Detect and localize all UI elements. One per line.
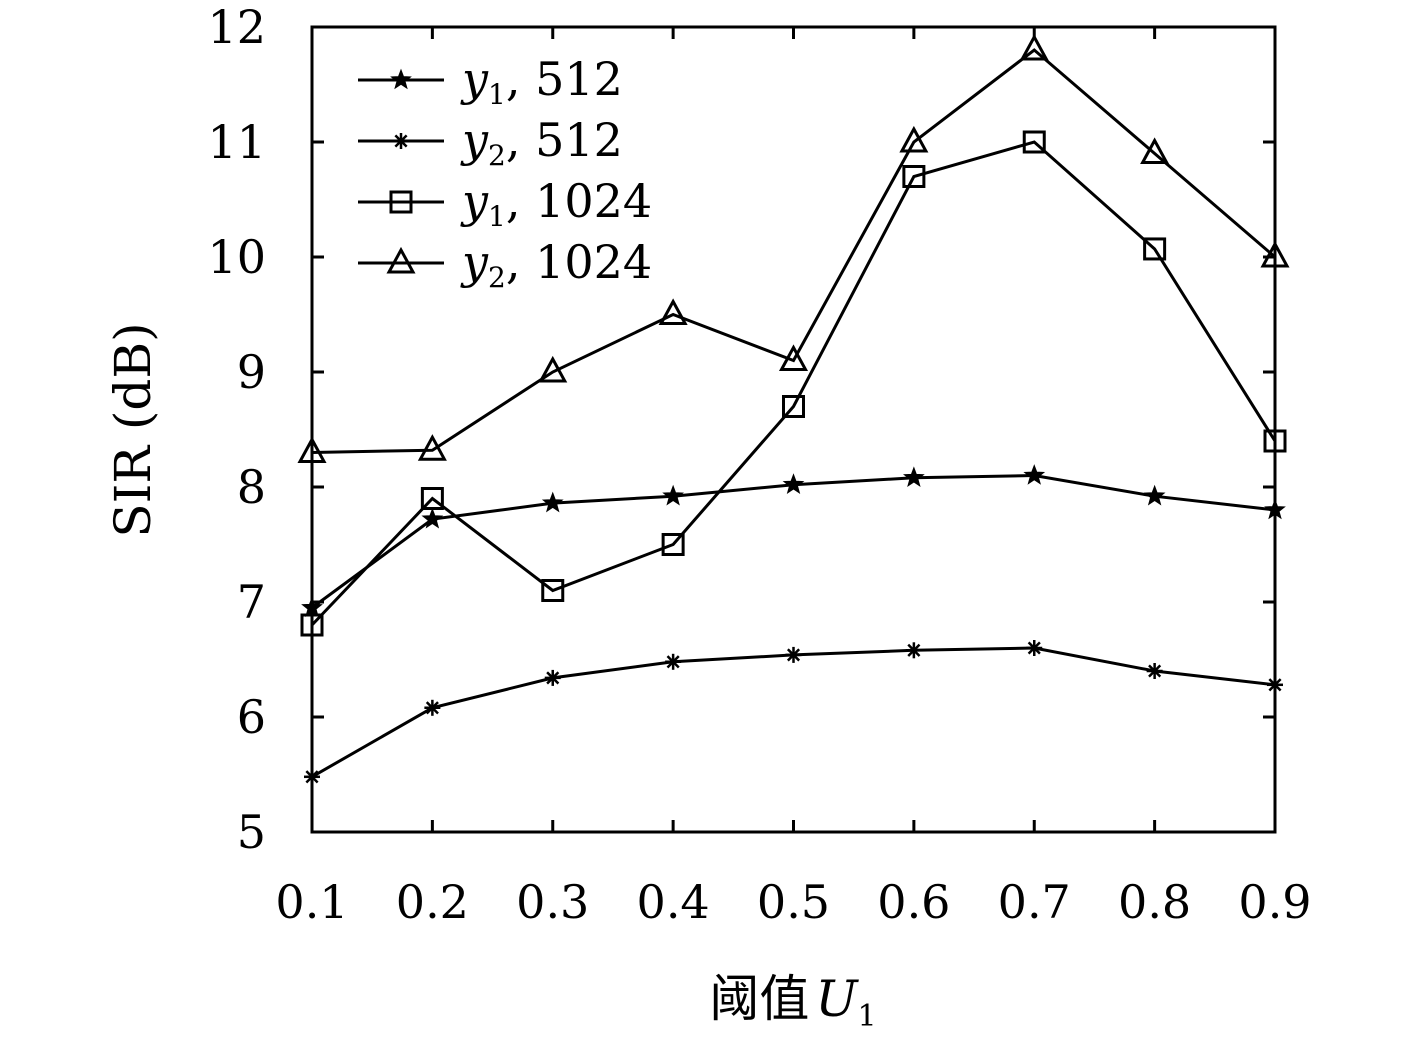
legend-entry: y2, 1024 <box>358 235 652 294</box>
x-tick-label: 0.6 <box>877 875 950 929</box>
data-point-square <box>1143 237 1167 261</box>
data-point-triangle <box>538 355 568 383</box>
y-tick-label: 11 <box>207 115 266 169</box>
plot-frame <box>310 25 1277 834</box>
y-tick-label: 12 <box>207 0 266 54</box>
data-point-star <box>1143 484 1166 506</box>
data-point-star <box>301 596 323 617</box>
legend-label: y1, 512 <box>460 52 623 111</box>
data-point-triangle <box>1019 33 1049 61</box>
data-point-triangle <box>417 434 447 461</box>
data-point-asterisk <box>304 768 320 785</box>
x-tick-label: 0.3 <box>516 875 589 929</box>
data-point-star <box>541 491 564 513</box>
data-point-square <box>1022 130 1046 154</box>
data-point-asterisk <box>785 646 802 663</box>
y-tick-label: 6 <box>237 690 266 744</box>
legend-entry: y1, 512 <box>358 52 623 111</box>
legend-entry: y2, 512 <box>358 113 623 172</box>
data-point-triangle <box>1260 240 1290 268</box>
data-point-square <box>902 165 926 188</box>
y-tick-label: 9 <box>237 345 266 399</box>
data-point-square <box>661 533 685 556</box>
x-axis-label-text: 阈值 <box>709 970 809 1028</box>
data-point-asterisk <box>544 669 561 686</box>
series-line <box>311 646 1276 779</box>
data-point-star <box>1023 464 1046 485</box>
data-point-square <box>389 190 413 214</box>
data-point-square <box>541 579 565 602</box>
x-axis-label: 阈值 U1 <box>709 970 876 1034</box>
data-point-star <box>662 484 684 506</box>
y-tick-label: 8 <box>237 460 266 514</box>
series-layer <box>297 33 1290 785</box>
data-point-triangle <box>297 436 327 463</box>
data-point-star <box>421 507 444 529</box>
y-axis-label: SIR (dB) <box>104 322 162 537</box>
x-tick-label: 0.1 <box>275 875 348 929</box>
legend-label: y1, 1024 <box>460 174 652 233</box>
axis-ticks: 0.1 0.2 0.3 0.4 0.5 0.6 0.7 0.8 0.9 5 6 7 8 9 10 11 12 <box>207 0 1311 929</box>
x-tick-label: 0.5 <box>757 875 830 929</box>
data-point-square <box>782 395 805 418</box>
data-point-asterisk <box>665 653 682 670</box>
x-axis-label-var: U <box>815 970 859 1028</box>
series-line <box>310 140 1277 627</box>
data-point-triangle <box>778 344 809 371</box>
x-tick-label: 0.8 <box>1118 875 1191 929</box>
x-axis-label-sub: 1 <box>858 999 877 1034</box>
y-tick-label: 10 <box>207 230 266 284</box>
data-point-star <box>782 473 805 494</box>
x-tick-label: 0.9 <box>1238 875 1311 929</box>
series-2 <box>300 130 1287 637</box>
legend-label: y2, 1024 <box>460 235 652 294</box>
data-point-star <box>903 466 925 488</box>
x-tick-label: 0.7 <box>998 875 1071 929</box>
series-line <box>311 48 1276 454</box>
data-point-asterisk <box>424 699 441 716</box>
series-0 <box>301 464 1286 617</box>
legend-entry: y1, 1024 <box>358 174 652 233</box>
data-point-square <box>1263 429 1287 453</box>
y-tick-label: 7 <box>237 575 266 629</box>
data-point-asterisk <box>393 133 409 149</box>
series-line <box>311 473 1276 609</box>
x-tick-label: 0.4 <box>637 875 710 929</box>
data-point-asterisk <box>1267 676 1283 693</box>
series-1 <box>304 640 1283 785</box>
series-3 <box>297 33 1290 463</box>
x-tick-label: 0.2 <box>396 875 469 929</box>
legend-label: y2, 512 <box>460 113 623 172</box>
y-tick-label: 5 <box>237 805 266 859</box>
data-point-star <box>1264 498 1286 520</box>
data-point-triangle <box>658 298 688 325</box>
data-point-star <box>390 68 412 90</box>
data-point-asterisk <box>1146 663 1163 679</box>
data-point-square <box>300 613 324 637</box>
data-point-triangle <box>899 125 929 153</box>
data-point-triangle <box>1140 137 1170 164</box>
data-point-triangle <box>386 246 416 274</box>
data-point-asterisk <box>1026 640 1043 656</box>
data-point-asterisk <box>905 642 922 659</box>
data-point-square <box>420 487 444 510</box>
